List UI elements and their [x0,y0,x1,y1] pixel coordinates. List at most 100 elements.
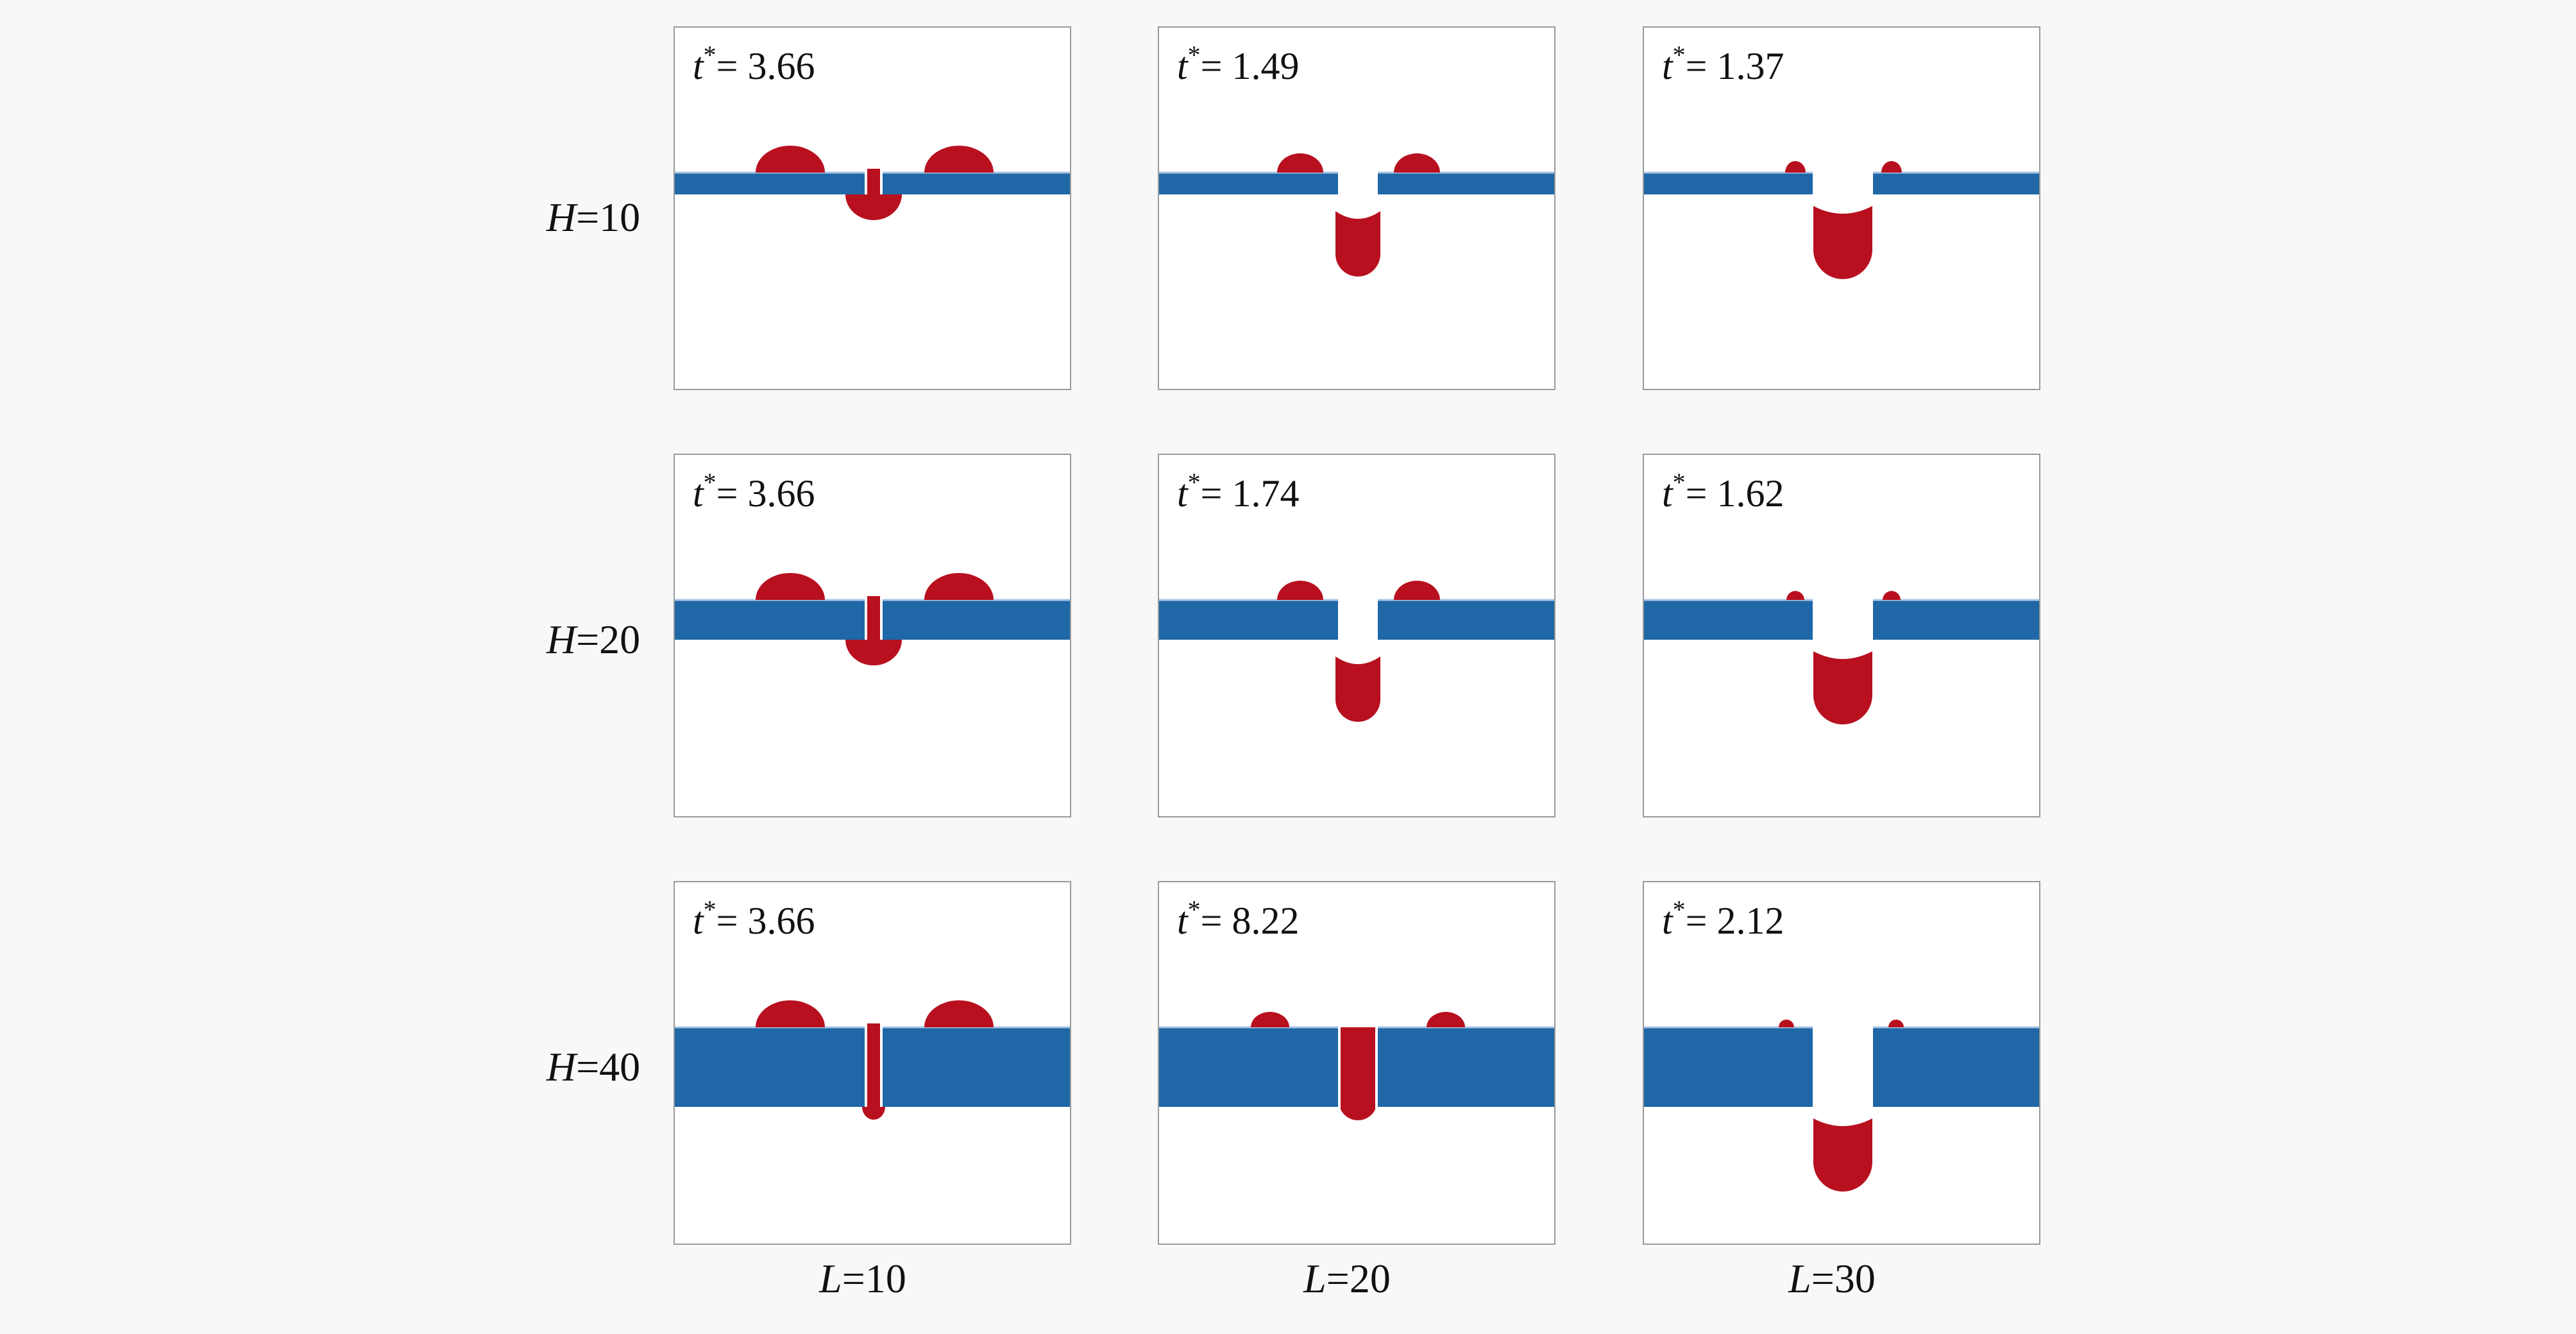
col-label-l10: L=10 [819,1256,906,1301]
time-var: t [693,900,704,942]
time-value: 2.12 [1716,900,1784,942]
plate-right [1378,1027,1554,1107]
time-eq: = [1685,900,1717,942]
time-eq: = [1200,900,1232,942]
falling-droplet [1813,651,1872,724]
time-value: 1.49 [1232,45,1300,87]
time-value: 8.22 [1232,900,1300,942]
time-sup: * [1187,40,1201,69]
panel-h10-l30: t*= 1.37 [1643,26,2040,390]
plate-right [1873,600,2039,640]
time-var: t [1177,472,1188,515]
panel-drawing [1159,153,1554,277]
falling-droplet [1335,211,1380,277]
time-var: t [1662,45,1673,87]
surface-droplet-right [924,573,994,600]
plate-right [1378,173,1554,194]
time-label: t*= 1.37 [1662,42,1784,89]
surface-droplet-right [1394,153,1440,173]
time-eq: = [1200,45,1232,87]
surface-droplet-left [1251,1012,1289,1027]
time-sup: * [1187,468,1201,497]
time-sup: * [1672,895,1686,924]
row-label-h40: H=40 [546,1044,641,1090]
surface-droplet-left [1779,1020,1794,1027]
surface-droplet-left [756,573,825,600]
bottom-bulge [862,1107,885,1120]
surface-droplet-left [756,1000,825,1027]
falling-droplet [1335,656,1380,722]
surface-droplet-left [1785,161,1806,173]
plate-right [883,173,1070,194]
plate-left [675,600,865,640]
surface-droplet-right [924,146,994,173]
surface-droplet-right [1427,1012,1465,1027]
panel-drawing [1644,591,2039,724]
time-sup: * [1187,895,1201,924]
plate-right [883,1027,1070,1107]
plate-left [1159,600,1338,640]
plate-left [675,173,865,194]
plate-left [1159,173,1338,194]
time-var: t [1662,900,1673,942]
plate-right [1873,173,2039,194]
time-sup: * [1672,40,1686,69]
surface-droplet-right [1881,161,1902,173]
col-label-l20: L=20 [1303,1256,1391,1301]
bottom-bulge [845,640,902,665]
surface-droplet-right [1883,591,1901,600]
time-var: t [693,45,704,87]
panel-h20-l20: t*= 1.74 [1158,454,1555,817]
time-sup: * [1672,468,1686,497]
time-value: 1.37 [1716,45,1784,87]
plate-left [1644,173,1813,194]
panel-drawing [1644,161,2039,279]
panel-drawing [675,573,1070,665]
plate-left [1644,1027,1813,1107]
time-var: t [1662,472,1673,515]
time-label: t*= 8.22 [1177,897,1300,943]
surface-droplet-right [1394,581,1440,600]
time-label: t*= 1.74 [1177,470,1300,516]
hole-liquid [1341,1027,1375,1120]
panel-h10-l20: t*= 1.49 [1158,26,1555,390]
time-value: 3.66 [747,472,815,515]
time-label: t*= 3.66 [693,42,815,89]
panel-drawing [1644,1020,2039,1192]
bottom-bulge [845,194,902,220]
time-eq: = [1200,472,1232,515]
hole-liquid [867,169,880,197]
time-label: t*= 3.66 [693,470,815,516]
time-sup: * [703,468,716,497]
hole-liquid [867,596,880,642]
time-sup: * [703,895,716,924]
surface-droplet-left [1277,581,1323,600]
panel-h20-l10: t*= 3.66 [674,454,1071,817]
time-label: t*= 2.12 [1662,897,1784,943]
time-sup: * [703,40,716,69]
panel-h10-l10: t*= 3.66 [674,26,1071,390]
time-var: t [693,472,704,515]
hole-liquid [867,1023,880,1109]
panel-drawing [675,146,1070,220]
plate-right [883,600,1070,640]
panel-h20-l30: t*= 1.62 [1643,454,2040,817]
panel-h40-l10: t*= 3.66 [674,881,1071,1245]
panel-h40-l30: t*= 2.12 [1643,881,2040,1245]
panel-drawing [1159,1012,1554,1120]
panel-h40-l20: t*= 8.22 [1158,881,1555,1245]
row-label-h10: H=10 [546,194,641,240]
plate-left [1644,600,1813,640]
time-eq: = [716,900,748,942]
row-label-h20: H=20 [546,617,641,662]
time-eq: = [716,472,748,515]
surface-droplet-left [756,146,825,173]
time-label: t*= 3.66 [693,897,815,943]
time-value: 3.66 [747,45,815,87]
time-label: t*= 1.49 [1177,42,1300,89]
time-var: t [1177,900,1188,942]
time-eq: = [716,45,748,87]
surface-droplet-right [1888,1020,1904,1027]
plate-right [1378,600,1554,640]
